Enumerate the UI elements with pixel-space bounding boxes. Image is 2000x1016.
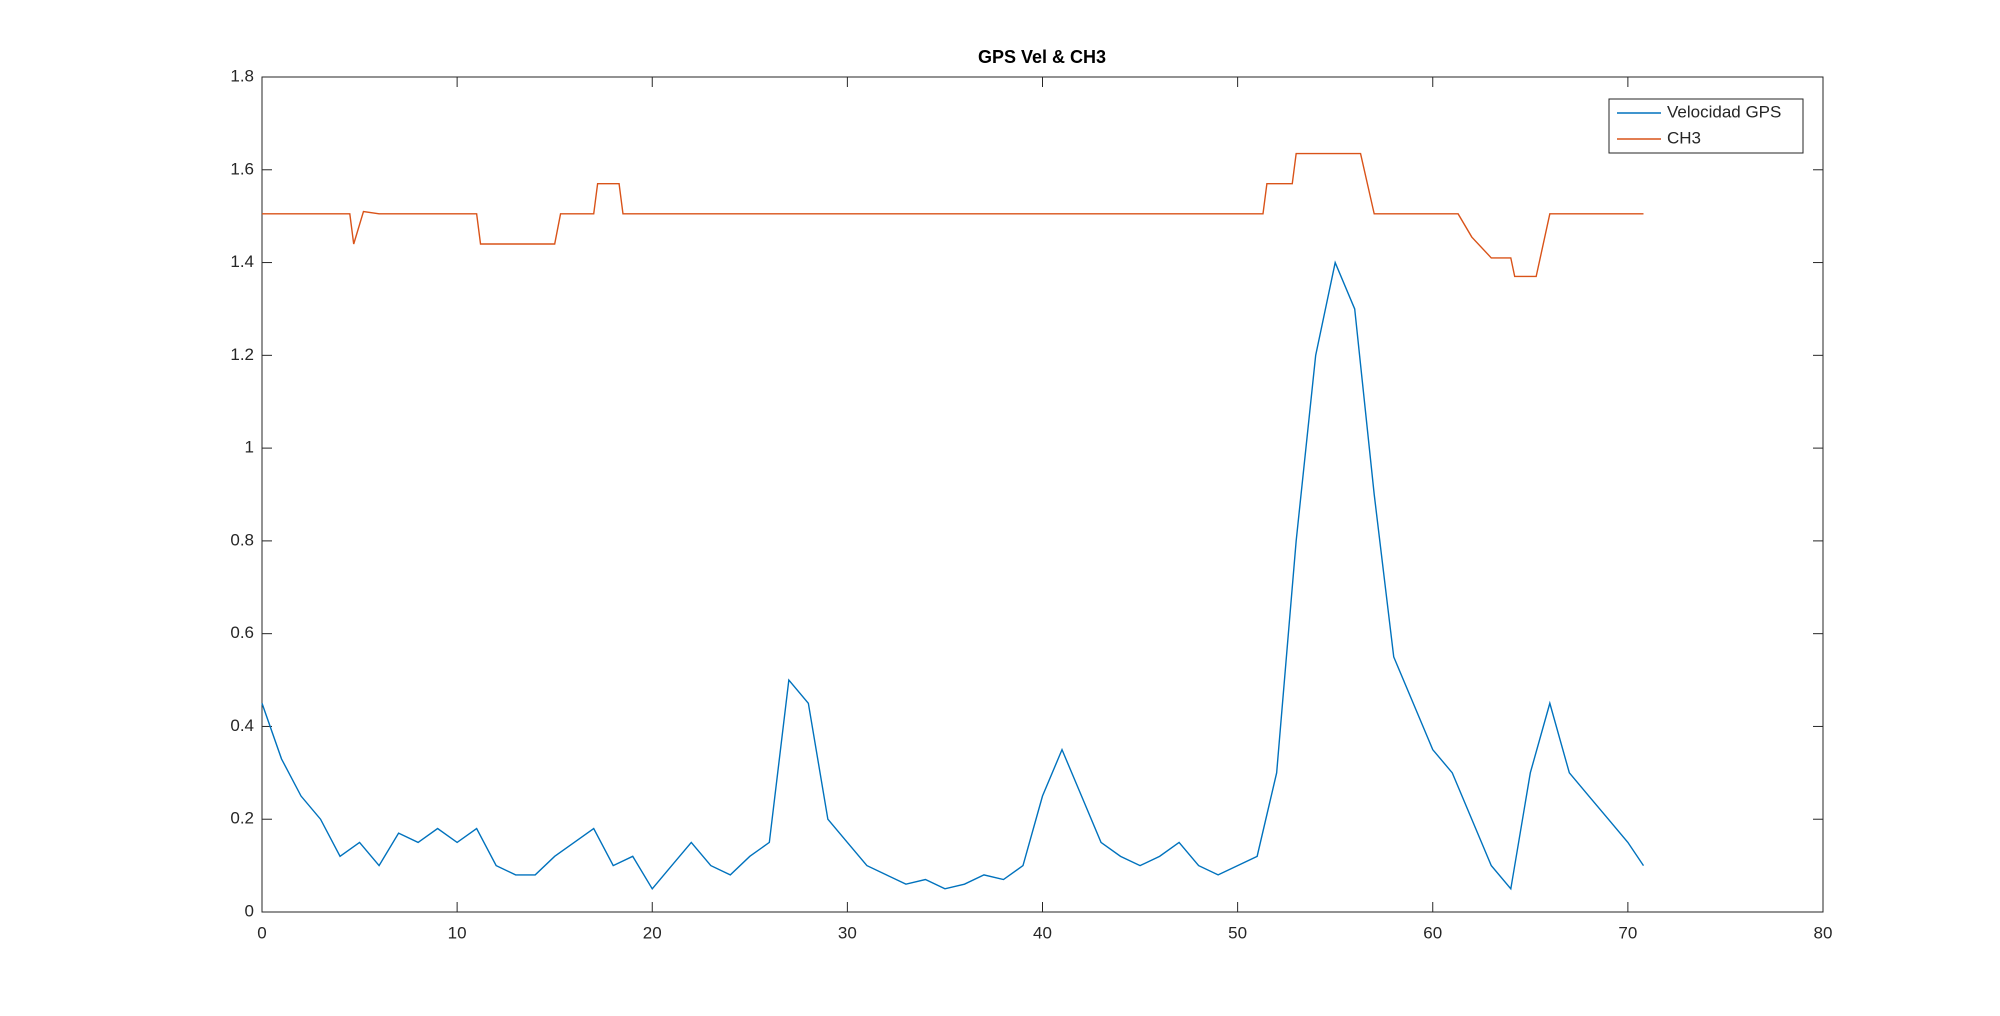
y-tick-label: 1 [245, 438, 254, 457]
y-tick-label: 1.2 [230, 345, 254, 364]
x-tick-label: 10 [448, 923, 467, 942]
legend-label: Velocidad GPS [1667, 102, 1781, 121]
x-tick-label: 60 [1423, 923, 1442, 942]
y-tick-label: 1.8 [230, 66, 254, 85]
chart-title: GPS Vel & CH3 [978, 47, 1106, 67]
y-tick-label: 0.2 [230, 809, 254, 828]
y-tick-label: 0.6 [230, 623, 254, 642]
legend-label: CH3 [1667, 128, 1701, 147]
plot-box [261, 76, 1824, 913]
y-tick-label: 0.4 [230, 716, 254, 735]
x-tick-label: 70 [1618, 923, 1637, 942]
data-line [262, 152, 1644, 278]
y-tick-label: 0.8 [230, 530, 254, 549]
x-tick-label: 80 [1814, 923, 1833, 942]
x-tick-label: 40 [1033, 923, 1052, 942]
x-tick-label: 50 [1228, 923, 1247, 942]
y-tick-label: 0 [245, 901, 254, 920]
data-line [261, 260, 1645, 891]
x-tick-label: 0 [257, 923, 266, 942]
y-tick-label: 1.6 [230, 159, 254, 178]
x-tick-label: 20 [643, 923, 662, 942]
y-tick-label: 1.4 [230, 252, 254, 271]
legend-box [1608, 98, 1804, 154]
x-tick-label: 30 [838, 923, 857, 942]
